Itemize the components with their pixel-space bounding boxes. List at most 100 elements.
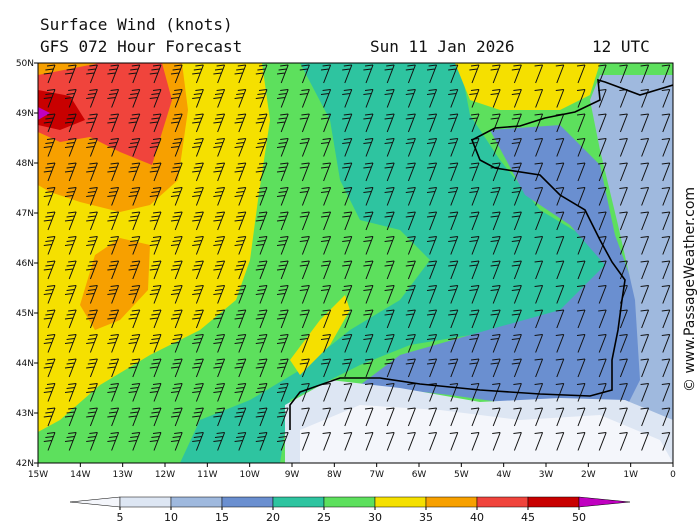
lat-label: 42N: [16, 459, 34, 469]
wind-barb: [426, 138, 438, 157]
wind-barb: [640, 211, 650, 231]
wind-barb: [342, 236, 353, 255]
wind-barb: [555, 432, 565, 451]
field: [180, 63, 625, 463]
wind-barb: [364, 432, 374, 451]
wind-barb: [469, 285, 480, 304]
wind-barb: [64, 260, 77, 280]
wind-barb: [64, 309, 77, 329]
wind-barb: [320, 260, 332, 280]
wind-barb: [255, 260, 268, 280]
wind-barb: [640, 432, 650, 451]
wind-barb: [363, 138, 374, 157]
wind-barb: [342, 138, 353, 157]
wind-barb: [426, 260, 438, 280]
wind-barb: [43, 432, 56, 451]
wind-barb: [342, 334, 353, 353]
wind-barb: [255, 285, 268, 304]
wind-barb: [170, 358, 183, 378]
wind-barb: [384, 260, 395, 280]
wind-barb: [170, 309, 183, 329]
wind-barb: [640, 334, 650, 353]
wind-barb: [255, 334, 268, 353]
wind-barb: [64, 89, 77, 108]
wind-barb: [449, 432, 459, 451]
wind-barb: [170, 432, 183, 451]
wind-barb: [598, 407, 607, 427]
coastline: [289, 78, 673, 430]
wind-barb: [342, 162, 353, 182]
wind-barb: [213, 236, 226, 255]
wind-barb: [213, 358, 226, 378]
wind-barb: [534, 236, 544, 255]
wind-barb: [384, 187, 395, 206]
wind-barb: [107, 138, 120, 157]
wind-barb: [149, 113, 162, 133]
wind-barb: [320, 64, 332, 84]
wind-barb: [576, 236, 586, 255]
wind-barb: [619, 113, 628, 133]
lon-label: 8W: [327, 470, 342, 480]
wind-barb: [448, 89, 459, 108]
wind-barb: [661, 260, 671, 280]
field: [38, 90, 85, 130]
wind-barb: [534, 187, 544, 206]
wind-barb: [276, 236, 289, 255]
wind-barb: [405, 236, 416, 255]
wind-barb: [343, 432, 353, 451]
wind-barb: [107, 285, 120, 304]
lon-label: 9W: [285, 470, 300, 480]
lon-label: 10W: [239, 470, 259, 480]
wind-barb: [661, 89, 671, 108]
wind-barb: [469, 162, 480, 182]
wind-barb: [192, 236, 204, 255]
wind-barb: [64, 211, 77, 231]
wind-barb: [576, 89, 586, 108]
wind-barb: [384, 113, 395, 133]
wind-barb: [64, 138, 77, 157]
wind-barb: [320, 309, 332, 329]
wind-barb: [555, 187, 565, 206]
lon-label: 11W: [197, 470, 217, 480]
wind-barb: [534, 432, 544, 451]
wind-barb: [555, 285, 565, 304]
wind-barb: [320, 334, 332, 353]
wind-barb: [255, 89, 268, 108]
wind-barb: [619, 432, 628, 451]
wind-barb: [619, 334, 628, 353]
lon-label: 7W: [369, 470, 384, 480]
wind-barb: [192, 162, 204, 182]
lon-label: 15W: [28, 470, 48, 480]
wind-barb: [107, 236, 120, 255]
wind-barb: [490, 187, 501, 206]
wind-barb: [255, 64, 268, 84]
wind-barb: [386, 383, 395, 402]
wind-barb: [234, 89, 247, 108]
wind-barb: [640, 236, 650, 255]
wind-barb: [192, 113, 204, 133]
wind-barb: [170, 260, 183, 280]
wind-barb: [301, 383, 310, 402]
wind-barb: [469, 89, 480, 108]
wind-barb: [384, 89, 395, 108]
wind-barb: [534, 260, 544, 280]
wind-barb: [469, 236, 480, 255]
wind-barb: [128, 432, 141, 451]
wind-barb: [511, 358, 522, 378]
wind-barb: [234, 432, 247, 451]
wind-barb: [661, 285, 671, 304]
wind-barb: [64, 432, 77, 451]
wind-barb: [598, 260, 607, 280]
wind-barb: [384, 162, 395, 182]
wind-barb: [64, 285, 77, 304]
wind-barb: [511, 64, 522, 84]
wind-barb: [43, 113, 56, 133]
wind-barb: [192, 334, 204, 353]
wind-barb: [363, 64, 374, 84]
wind-barb: [107, 211, 120, 231]
wind-barb: [86, 383, 98, 402]
wind-barb: [448, 138, 459, 157]
wind-barb: [405, 309, 416, 329]
wind-barb: [192, 309, 204, 329]
wind-barb: [255, 211, 268, 231]
